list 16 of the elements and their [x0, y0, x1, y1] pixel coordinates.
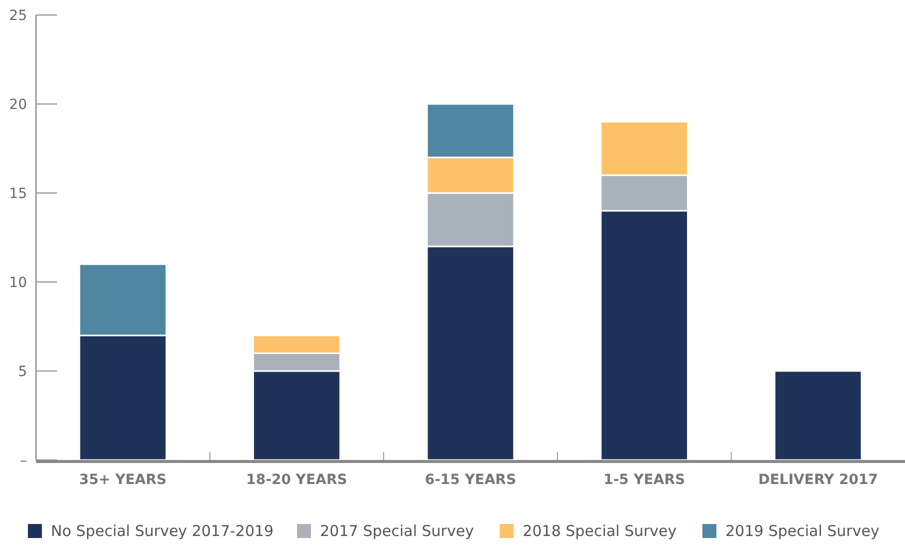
x-tick-label: 6-15 YEARS: [424, 472, 516, 488]
y-tick-label: 25: [9, 8, 27, 24]
x-tick-label: 18-20 YEARS: [246, 472, 348, 488]
x-tick-label: 35+ YEARS: [79, 472, 167, 488]
x-tick-label: DELIVERY 2017: [758, 472, 878, 488]
bar: [774, 370, 862, 461]
y-tick-label: 20: [9, 97, 27, 113]
x-tick-label: 1-5 YEARS: [604, 472, 686, 488]
y-tick-label: –: [20, 453, 27, 469]
y-tick-label: 5: [18, 364, 27, 380]
legend-label: 2019 Special Survey: [725, 522, 880, 540]
legend-label: No Special Survey 2017-2019: [50, 522, 274, 540]
y-tick-label: 10: [9, 275, 27, 291]
y-tick-label: 15: [9, 186, 27, 202]
legend-label: 2018 Special Survey: [522, 522, 677, 540]
legend-label: 2017 Special Survey: [320, 522, 474, 540]
